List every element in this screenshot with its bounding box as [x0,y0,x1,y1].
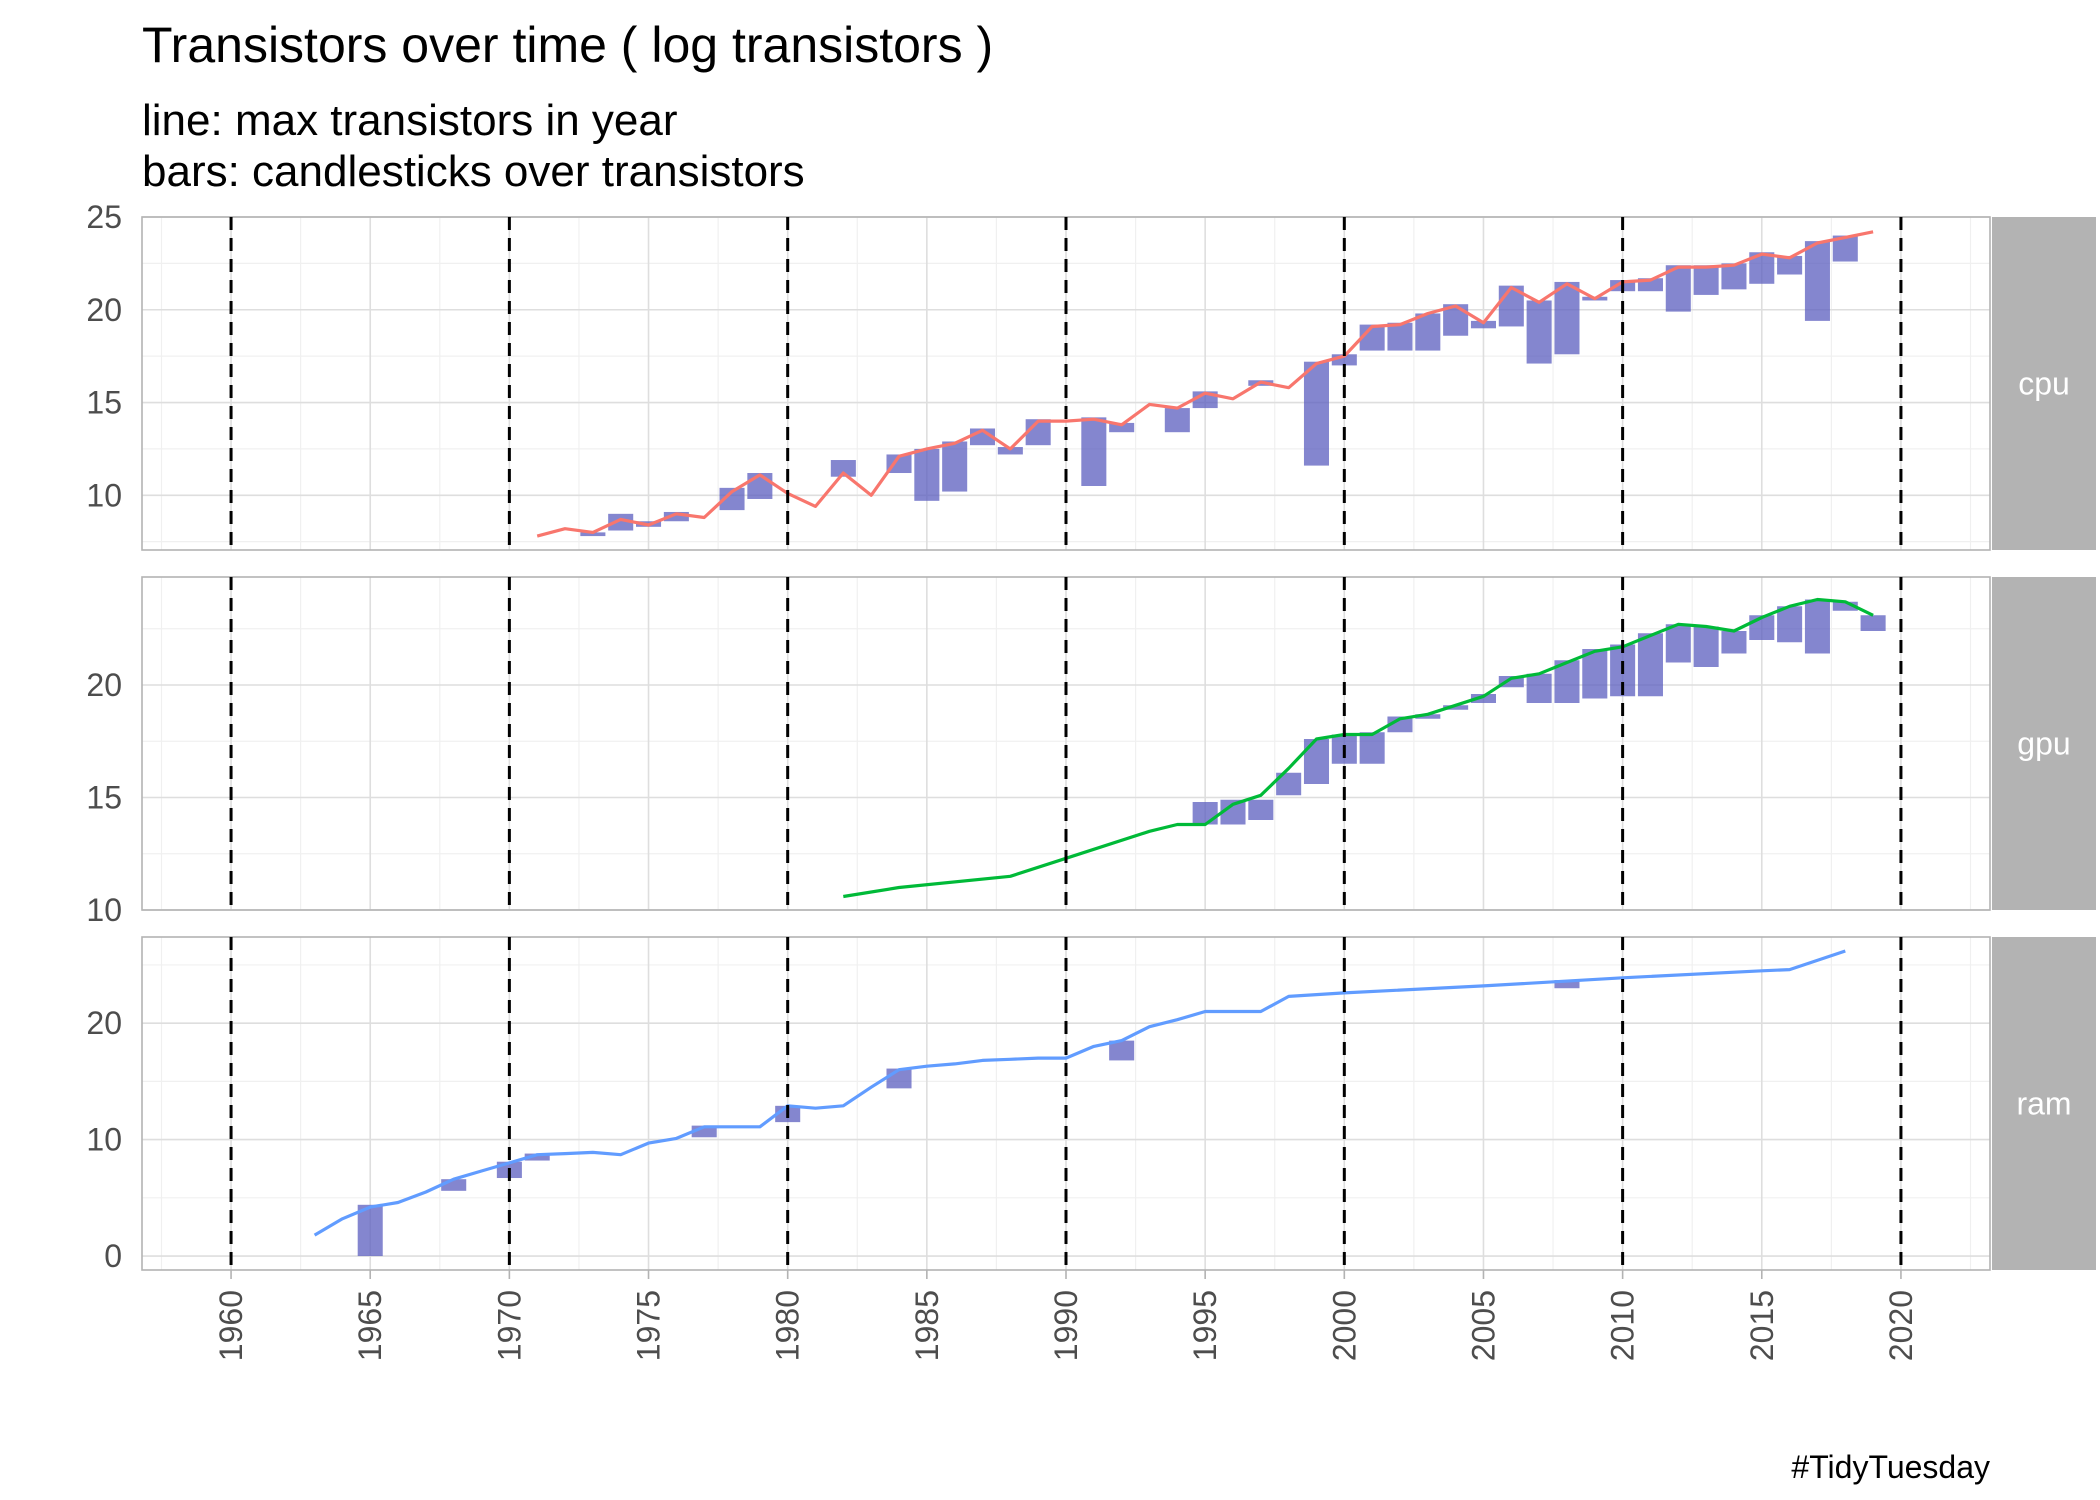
candlestick-bar [1526,673,1552,703]
candlestick-bar [1387,322,1413,351]
candlestick-bar [1303,361,1330,466]
candlestick-bar [1526,300,1552,364]
candlestick-bar [1637,633,1663,697]
facet-label: ram [2016,1086,2071,1122]
candlestick-bar [691,1125,717,1138]
candlestick-bar [1192,802,1218,825]
x-tick-label: 1970 [491,1290,527,1361]
candlestick-bar [942,441,968,492]
candlestick-bar [1081,417,1107,486]
candlestick-bar [1582,649,1608,699]
candlestick-bar [1777,606,1803,643]
x-tick-label: 1990 [1048,1290,1084,1361]
candlestick-bar [1693,265,1719,295]
y-tick-label: 20 [86,1005,122,1041]
candlestick-bar [1248,799,1274,820]
candlestick-bar [914,448,940,501]
candlestick-bar [886,454,912,474]
candlestick-bar [1359,732,1385,764]
candlestick-bar [1303,739,1330,784]
candlestick-bar [1665,265,1691,312]
panel-cpu: 10 15 20 25 cpu [86,199,2096,551]
x-tick-label: 1960 [213,1290,249,1361]
candlestick-bar [524,1153,550,1161]
y-tick-label: 20 [86,292,122,328]
candlestick-bar [1109,422,1135,433]
candlestick-bar [830,460,856,477]
candlestick-bar [1804,599,1830,654]
x-tick-label: 1975 [631,1290,667,1361]
candlestick-bar [1276,772,1302,796]
chart-title: Transistors over time ( log transistors … [142,17,993,73]
candlestick-bar [1554,281,1580,355]
candlestick-bar [747,473,773,499]
x-tick-label: 2010 [1605,1290,1641,1361]
y-tick-label: 10 [86,477,122,513]
candlestick-bar [1860,615,1886,631]
facet-label: gpu [2017,726,2070,762]
chart-caption: #TidyTuesday [1791,1449,1990,1485]
candlestick-bar [580,532,606,537]
x-tick-label: 1965 [352,1290,388,1361]
candlestick-bar [1443,705,1469,710]
candlestick-bar [608,513,634,531]
x-axis: 1960 1965 1970 1975 1980 1985 1990 1995 2000 2005… [213,1270,1919,1361]
candlestick-bar [441,1179,467,1191]
candlestick-bar [1693,626,1719,667]
y-tick-label: 15 [86,385,122,421]
x-tick-label: 1980 [770,1290,806,1361]
x-tick-label: 1995 [1187,1290,1223,1361]
x-tick-label: 2000 [1326,1290,1362,1361]
y-tick-label: 10 [86,892,122,928]
candlestick-bar [719,487,745,511]
facet-label: cpu [2018,366,2070,402]
panel-gpu: 10 15 20 gpu [86,576,2096,928]
chart-subtitle-line-2: bars: candlesticks over transistors [142,147,805,196]
candlestick-bar [1804,241,1830,321]
candlestick-bar [1415,313,1441,351]
y-tick-label: 25 [86,199,122,235]
candlestick-bar [1415,714,1441,719]
candlestick-bar [1832,601,1858,611]
y-tick-label: 0 [104,1238,122,1274]
candlestick-bar [1665,624,1691,663]
chart-subtitle-line-1: line: max transistors in year [142,96,678,145]
x-tick-label: 2015 [1744,1290,1780,1361]
facet-strip [1992,937,2096,1270]
x-tick-label: 1985 [909,1290,945,1361]
candlestick-bar [1387,716,1413,733]
candlestick-bar [1777,255,1803,275]
facet-strip [1992,217,2096,550]
candlestick-bar [1470,320,1496,329]
candlestick-bar [1749,615,1775,640]
candlestick-bar [997,447,1023,455]
y-tick-label: 10 [86,1122,122,1158]
max-transistors-line [313,949,1846,1237]
candlestick-bar [1025,419,1051,446]
candlestick-bar [1721,263,1747,290]
candlestick-bar [1554,980,1580,989]
panel-ram: 0 10 20 ram [86,936,2096,1274]
candlestick-bar [1470,694,1496,703]
candlestick-bar [1331,354,1357,366]
candlestick-bar [1109,1040,1135,1061]
y-tick-label: 20 [86,667,122,703]
candlestick-bar [357,1204,383,1257]
max-transistors-line [843,597,1874,899]
x-tick-label: 2020 [1883,1290,1919,1361]
y-tick-label: 15 [86,780,122,816]
candlestick-bar [663,511,689,522]
candlestick-bar [1164,408,1190,433]
candlestick-bar [1498,676,1524,688]
max-transistors-line [536,230,1874,538]
facet-strip [1992,577,2096,910]
candlestick-bar [1721,631,1747,654]
x-tick-label: 2005 [1465,1290,1501,1361]
